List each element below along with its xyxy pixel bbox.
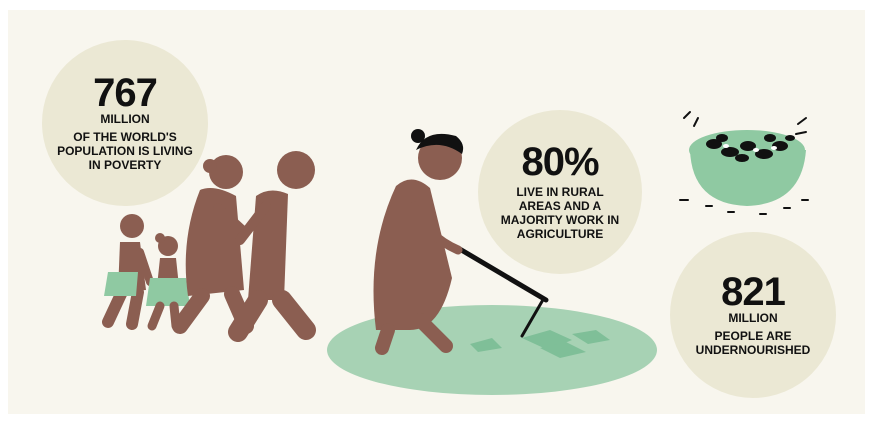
farmer-hoeing-illustration (373, 129, 610, 358)
rural-stat-circle: 80% LIVE IN RURAL AREAS AND A MAJORITY W… (478, 110, 642, 274)
poverty-value: 767 (93, 71, 158, 115)
poverty-unit: MILLION (100, 112, 150, 126)
walking-family-illustration (102, 151, 316, 342)
undernourished-description: PEOPLE ARE UNDERNOURISHED (695, 329, 811, 357)
undernourished-stat-circle: 821 MILLION PEOPLE ARE UNDERNOURISHED (670, 232, 836, 398)
undernourished-value: 821 (721, 270, 786, 314)
poverty-description: OF THE WORLD'S POPULATION IS LIVING IN P… (57, 130, 193, 172)
rural-value: 80% (521, 140, 599, 184)
bowl-of-beans-icon (679, 111, 809, 215)
undernourished-unit: MILLION (728, 311, 778, 325)
poverty-stat-circle: 767 MILLION OF THE WORLD'S POPULATION IS… (42, 40, 208, 206)
rural-description: LIVE IN RURAL AREAS AND A MAJORITY WORK … (500, 185, 620, 241)
